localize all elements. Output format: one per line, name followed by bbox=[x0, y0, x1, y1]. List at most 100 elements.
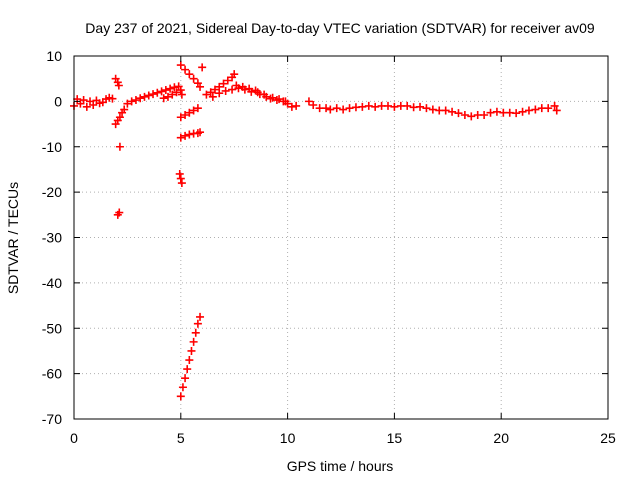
data-point bbox=[403, 101, 412, 110]
data-point bbox=[185, 70, 194, 79]
data-point bbox=[108, 94, 117, 103]
data-point bbox=[82, 102, 91, 111]
data-point bbox=[115, 142, 124, 151]
data-point bbox=[219, 79, 228, 88]
grid-lines bbox=[74, 56, 608, 419]
data-point bbox=[127, 97, 136, 106]
data-point bbox=[191, 328, 200, 337]
data-point bbox=[144, 91, 153, 100]
data-point bbox=[215, 89, 224, 98]
data-point bbox=[486, 108, 495, 117]
data-point bbox=[196, 128, 205, 137]
data-point bbox=[322, 104, 331, 113]
data-point bbox=[332, 104, 341, 113]
data-point bbox=[416, 102, 425, 111]
y-tick-label: -60 bbox=[42, 366, 62, 382]
x-tick-label: 10 bbox=[280, 430, 296, 446]
data-point bbox=[448, 107, 457, 116]
data-point bbox=[196, 82, 205, 91]
data-point bbox=[326, 105, 335, 114]
data-point bbox=[253, 88, 262, 97]
data-point bbox=[480, 110, 489, 119]
y-tick-label: -70 bbox=[42, 411, 62, 427]
data-point bbox=[153, 88, 162, 97]
data-point bbox=[178, 383, 187, 392]
data-point bbox=[223, 76, 232, 85]
data-point bbox=[157, 87, 166, 96]
data-point bbox=[189, 337, 198, 346]
data-point bbox=[550, 101, 559, 110]
data-point bbox=[422, 104, 431, 113]
data-point bbox=[89, 101, 98, 110]
data-point bbox=[183, 365, 192, 374]
data-point bbox=[177, 90, 186, 99]
data-point bbox=[168, 90, 177, 99]
x-tick-label: 20 bbox=[493, 430, 509, 446]
data-point bbox=[115, 208, 124, 217]
data-point bbox=[172, 88, 181, 97]
y-tick-label: -20 bbox=[42, 184, 62, 200]
data-point bbox=[196, 312, 205, 321]
data-point bbox=[287, 102, 296, 111]
data-point bbox=[228, 85, 237, 94]
data-point bbox=[339, 105, 348, 114]
data-point bbox=[390, 102, 399, 111]
data-point bbox=[309, 101, 318, 110]
y-tick-label: 0 bbox=[54, 93, 62, 109]
data-point bbox=[181, 110, 190, 119]
data-point bbox=[383, 101, 392, 110]
x-tick-label: 0 bbox=[70, 430, 78, 446]
data-point bbox=[149, 90, 158, 99]
data-point bbox=[189, 74, 198, 83]
x-tick-label: 5 bbox=[177, 430, 185, 446]
data-point bbox=[210, 85, 219, 94]
data-point bbox=[230, 70, 239, 79]
data-point bbox=[181, 374, 190, 383]
data-point bbox=[492, 107, 501, 116]
data-point bbox=[275, 95, 284, 104]
data-point bbox=[518, 107, 527, 116]
data-point bbox=[260, 90, 269, 99]
x-tick-label: 15 bbox=[387, 430, 403, 446]
data-point bbox=[292, 101, 301, 110]
data-point bbox=[177, 179, 186, 188]
data-point bbox=[176, 61, 185, 70]
data-point bbox=[189, 106, 198, 115]
data-point bbox=[181, 131, 190, 140]
data-point bbox=[544, 104, 553, 113]
data-point bbox=[281, 97, 290, 106]
data-point bbox=[552, 106, 561, 115]
data-point bbox=[123, 99, 132, 108]
data-point bbox=[176, 174, 185, 183]
data-point bbox=[176, 392, 185, 401]
data-point bbox=[206, 88, 215, 97]
data-point bbox=[531, 105, 540, 114]
x-tick-label: 25 bbox=[600, 430, 616, 446]
data-point bbox=[202, 90, 211, 99]
data-point bbox=[166, 84, 175, 93]
data-point bbox=[114, 81, 123, 90]
data-point bbox=[131, 96, 140, 105]
data-point bbox=[79, 96, 88, 105]
y-tick-label: -50 bbox=[42, 320, 62, 336]
data-point bbox=[198, 63, 207, 72]
data-point bbox=[208, 92, 217, 101]
data-point bbox=[120, 105, 129, 114]
data-point bbox=[441, 106, 450, 115]
data-point bbox=[467, 112, 476, 121]
data-point bbox=[193, 319, 202, 328]
y-tick-label: 10 bbox=[46, 48, 62, 64]
data-point bbox=[238, 82, 247, 91]
y-tick-label: -40 bbox=[42, 275, 62, 291]
data-point bbox=[454, 109, 463, 118]
data-point bbox=[181, 65, 190, 74]
data-point bbox=[185, 130, 194, 139]
y-tick-label: -30 bbox=[42, 230, 62, 246]
data-point bbox=[115, 113, 124, 122]
chart-title: Day 237 of 2021, Sidereal Day-to-day VTE… bbox=[85, 20, 595, 36]
data-point bbox=[358, 102, 367, 111]
data-point bbox=[221, 86, 230, 95]
data-point bbox=[371, 102, 380, 111]
data-point bbox=[232, 81, 241, 90]
